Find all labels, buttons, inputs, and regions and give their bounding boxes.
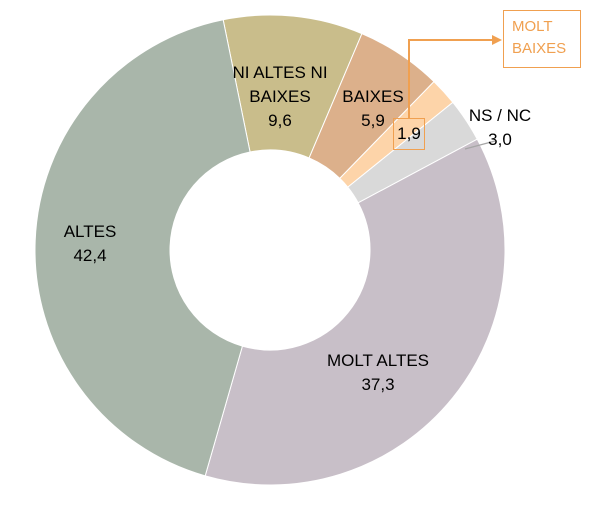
category-label: NS / NC xyxy=(468,106,532,125)
value-label: 5,9 xyxy=(361,111,385,130)
category-label: MOLT BAIXES xyxy=(512,18,567,57)
category-label: MOLT ALTES xyxy=(326,351,430,370)
leader-line xyxy=(464,140,496,150)
callout-arrow xyxy=(492,35,502,45)
category-label: ALTES xyxy=(63,222,117,241)
category-label: BAIXES xyxy=(342,87,404,106)
value-label: 42,4 xyxy=(73,246,107,265)
data-label: 1,9 xyxy=(393,122,425,146)
data-label: NS / NC 3,0 xyxy=(460,104,540,152)
label-box xyxy=(393,118,425,150)
callout-connector xyxy=(408,39,492,118)
data-label: BAIXES 5,9 xyxy=(326,85,420,133)
wedge xyxy=(204,138,506,486)
wedge xyxy=(34,19,251,477)
value-label: 1,9 xyxy=(397,124,421,143)
callout: MOLT BAIXES xyxy=(503,10,581,68)
data-label: MOLT ALTES 37,3 xyxy=(300,349,456,397)
value-label: 9,6 xyxy=(268,111,292,130)
value-label: 3,0 xyxy=(488,130,512,149)
value-label: 37,3 xyxy=(361,375,395,394)
data-label: NI ALTES NI BAIXES 9,6 xyxy=(210,61,350,133)
data-label: ALTES 42,4 xyxy=(40,220,140,268)
category-label: NI ALTES NI BAIXES xyxy=(232,63,328,106)
